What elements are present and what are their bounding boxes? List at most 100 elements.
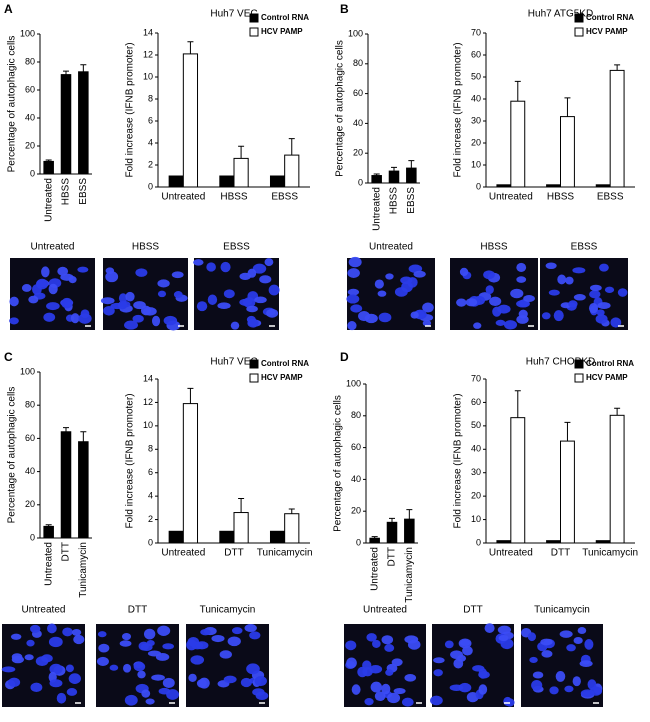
bar (496, 540, 512, 544)
nucleus (370, 681, 383, 693)
bar (43, 160, 54, 175)
nucleus (71, 629, 82, 636)
x-tick-label: Tunicamycin (404, 547, 415, 603)
y-tick-label: 40 (353, 118, 363, 128)
legend-label: Control RNA (586, 13, 634, 22)
bar (404, 518, 415, 544)
micrograph (100, 258, 188, 331)
y-tick-label: 80 (25, 400, 35, 410)
nucleus (617, 288, 628, 297)
x-tick-label: EBSS (271, 192, 298, 203)
legend-swatch (249, 27, 259, 37)
micrograph (520, 624, 603, 707)
nucleus (105, 271, 119, 283)
nucleus (589, 686, 603, 696)
nucleus (246, 305, 258, 313)
nucleus (145, 698, 155, 705)
legend-label: Control RNA (586, 359, 634, 368)
nucleus (385, 273, 394, 280)
image-label: Untreated (363, 605, 407, 616)
nucleus (264, 258, 274, 267)
bar (269, 175, 286, 188)
x-tick-label: Untreated (43, 542, 54, 586)
nucleus (404, 673, 417, 682)
nucleus (10, 633, 22, 640)
panel-title: Huh7 VEC (210, 9, 257, 20)
nucleus (381, 683, 391, 695)
nucleus (374, 279, 384, 289)
image-label: EBSS (223, 242, 250, 253)
micrograph (450, 258, 538, 330)
nucleus (351, 684, 361, 695)
y-tick-label: 60 (25, 84, 35, 94)
nucleus (348, 256, 362, 268)
x-tick-label: EBSS (406, 187, 417, 214)
nucleus (227, 636, 241, 647)
y-tick-label: 14 (143, 27, 153, 37)
y-tick-label: 20 (353, 148, 363, 158)
x-tick-label: Tunicamycin (78, 542, 89, 598)
y-axis-label: Fold increase (IFNB promoter) (453, 42, 464, 177)
y-tick-label: 40 (25, 112, 35, 122)
x-tick-label: Untreated (161, 192, 205, 203)
y-axis-label: Fold increase (IFNB promoter) (453, 393, 464, 528)
nucleus (124, 694, 138, 706)
nucleus (230, 321, 240, 330)
bar (60, 74, 72, 175)
y-tick-label: 20 (351, 506, 361, 516)
bar (386, 521, 398, 544)
y-tick-label: 6 (148, 467, 153, 477)
nucleus (244, 624, 257, 633)
nucleus (579, 660, 593, 668)
micrograph (344, 624, 426, 707)
nucleus (151, 674, 165, 681)
nucleus (458, 682, 472, 693)
nucleus (345, 640, 357, 651)
nucleus (266, 308, 279, 318)
nucleus (364, 698, 374, 706)
nucleus (198, 677, 210, 689)
error-bar (614, 407, 621, 416)
y-tick-label: 0 (148, 181, 153, 191)
nucleus (98, 643, 110, 653)
nucleus (162, 643, 174, 650)
nucleus (43, 312, 56, 322)
bar (60, 431, 72, 539)
nucleus (565, 276, 574, 285)
nucleus (97, 631, 107, 638)
nucleus (523, 295, 535, 303)
nucleus (171, 271, 184, 279)
bar (219, 175, 235, 188)
y-tick-label: 0 (356, 537, 361, 547)
legend-label: HCV PAMP (586, 27, 628, 36)
nucleus (350, 304, 363, 313)
nucleus (540, 638, 553, 646)
y-tick-label: 4 (148, 491, 153, 501)
x-tick-label: DTT (224, 548, 243, 559)
nucleus (143, 628, 156, 640)
x-tick-label: HBSS (220, 192, 248, 203)
y-tick-label: 80 (351, 410, 361, 420)
error-bar (564, 97, 571, 117)
nucleus (70, 313, 80, 324)
nucleus (249, 631, 261, 640)
bar (284, 154, 300, 188)
nucleus (100, 297, 115, 305)
x-tick-label: HBSS (389, 187, 400, 215)
nucleus (497, 625, 511, 635)
nucleus (119, 640, 132, 647)
nucleus (516, 276, 527, 283)
nucleus (138, 641, 149, 651)
x-tick-label: EBSS (78, 178, 89, 205)
nucleus (393, 687, 406, 695)
nucleus (529, 656, 538, 663)
nucleus (96, 656, 109, 666)
nucleus (41, 266, 50, 278)
nucleus (35, 656, 49, 667)
nucleus (211, 635, 225, 643)
nucleus (347, 288, 360, 296)
bar (43, 525, 54, 539)
y-tick-label: 50 (471, 71, 481, 81)
nucleus (527, 632, 536, 642)
nucleus (572, 676, 581, 687)
